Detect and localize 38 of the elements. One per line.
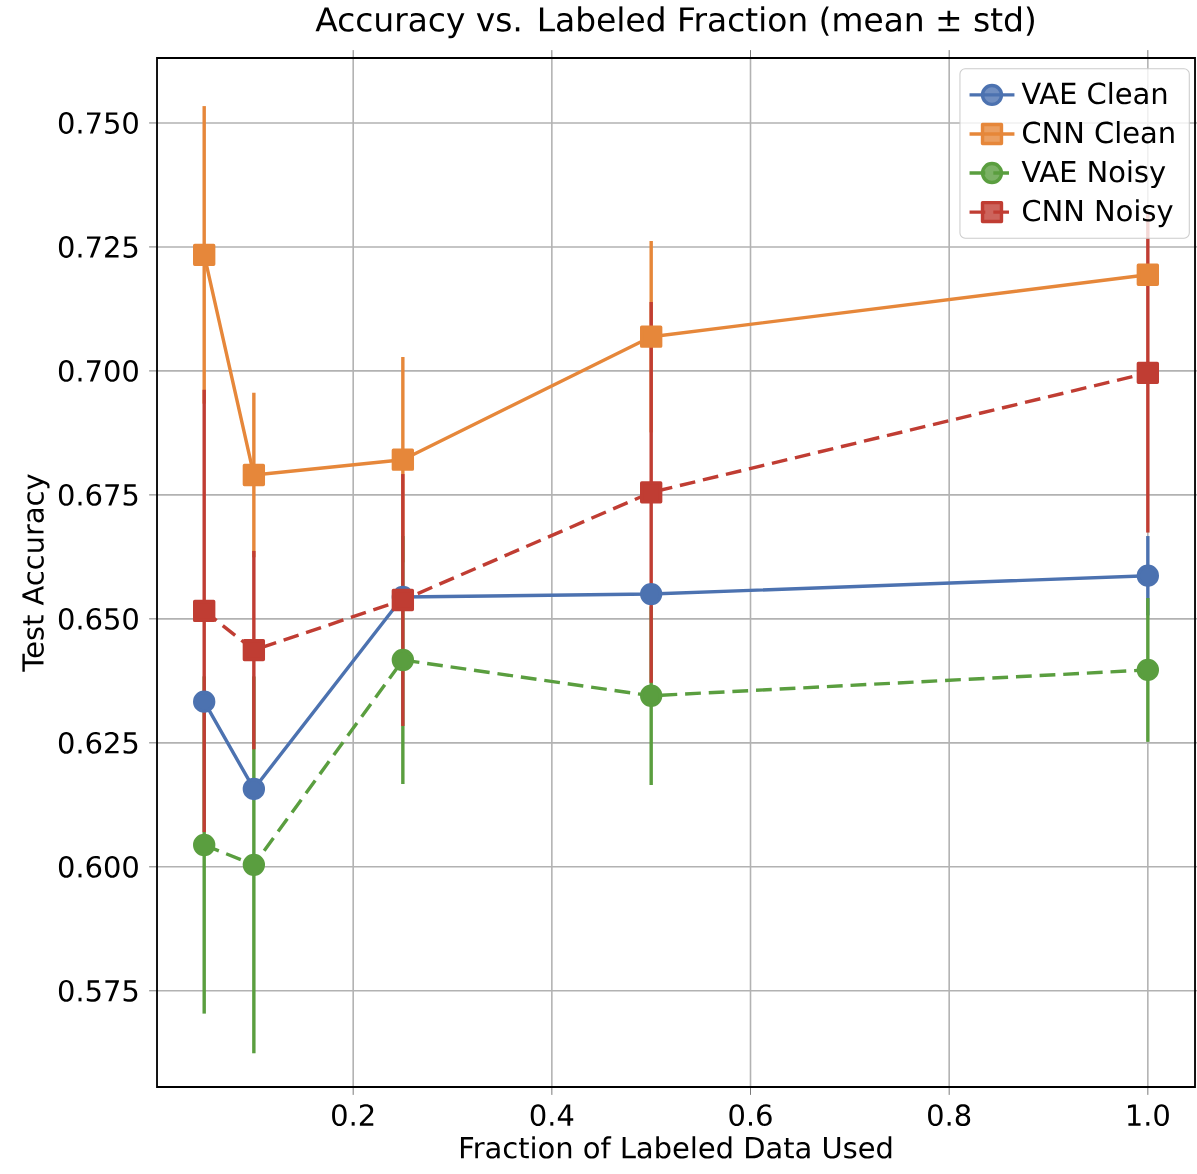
y-tick-label: 0.725 [58, 236, 138, 258]
legend-label: CNN Noisy [1023, 199, 1173, 228]
y-tick-label: 0.625 [58, 731, 138, 754]
x-axis-title: Fraction of Labeled Data Used [460, 1136, 892, 1159]
chart-title: Accuracy vs. Labeled Fraction (mean ± std) [315, 6, 1034, 39]
point [640, 325, 663, 348]
x-tick-label: 0.6 [729, 1104, 772, 1127]
point [242, 853, 266, 877]
x-tick-label: 1.0 [1128, 1104, 1169, 1127]
y-tick-label: 0.600 [58, 855, 138, 878]
point [242, 463, 266, 487]
y-tick-label: 0.675 [58, 483, 138, 506]
point [640, 684, 663, 707]
legend-label: VAE Clean [1021, 81, 1167, 105]
y-tick-label: 0.575 [58, 979, 138, 1002]
x-tick-label: 0.2 [332, 1104, 374, 1127]
point [1136, 564, 1160, 587]
y-tick-label: 0.750 [58, 112, 138, 134]
point [193, 599, 216, 623]
x-tick-label: 0.4 [530, 1104, 574, 1127]
point [1136, 658, 1160, 682]
point [1136, 361, 1160, 385]
point [640, 481, 663, 504]
x-tick-label: 0.8 [928, 1104, 971, 1127]
point [242, 777, 266, 801]
y-axis-title: Test Accuracy [22, 474, 50, 672]
legend-label: CNN Clean [1023, 121, 1174, 144]
point [391, 648, 415, 672]
point [193, 243, 216, 267]
y-tick-label: 0.650 [58, 607, 138, 630]
point [391, 448, 415, 471]
point [640, 582, 663, 606]
y-tick-label: 0.700 [58, 360, 138, 382]
point [193, 690, 216, 713]
point [193, 833, 216, 857]
legend-label: VAE Noisy [1021, 160, 1166, 189]
point [242, 638, 266, 662]
point [1136, 263, 1160, 286]
